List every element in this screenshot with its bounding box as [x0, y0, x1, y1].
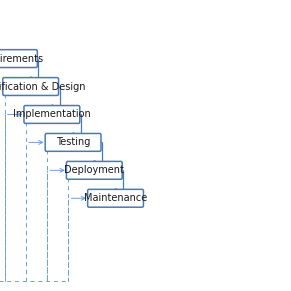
- FancyBboxPatch shape: [45, 134, 101, 151]
- FancyBboxPatch shape: [66, 162, 122, 179]
- Text: Testing: Testing: [56, 137, 90, 148]
- FancyBboxPatch shape: [24, 106, 80, 123]
- Text: Deployment: Deployment: [64, 165, 124, 175]
- Text: Specification & Design: Specification & Design: [0, 81, 86, 92]
- FancyBboxPatch shape: [0, 50, 37, 68]
- FancyBboxPatch shape: [88, 189, 143, 207]
- Text: Implementation: Implementation: [13, 109, 91, 120]
- Text: Maintenance: Maintenance: [84, 193, 147, 203]
- FancyBboxPatch shape: [3, 78, 58, 95]
- Text: Requirements: Requirements: [0, 54, 43, 64]
